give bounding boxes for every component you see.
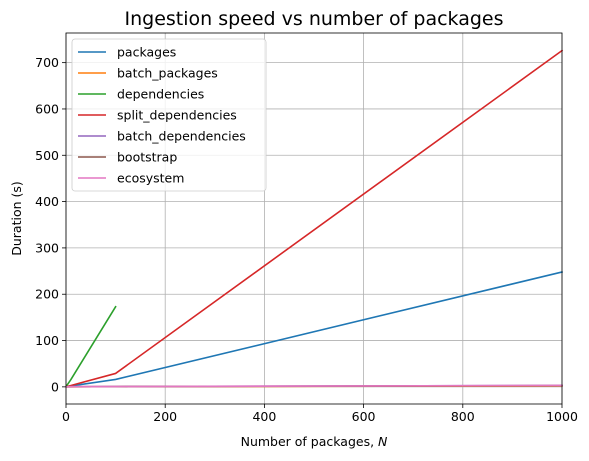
- series-line-packages: [65, 271, 563, 388]
- y-tick-label: 300: [35, 240, 59, 255]
- y-axis-label: Duration (s): [9, 181, 24, 256]
- chart-title: Ingestion speed vs number of packages: [124, 8, 503, 30]
- legend-label-bootstrap: bootstrap: [117, 150, 177, 165]
- x-axis-label-variable: N: [378, 434, 388, 449]
- series-line-dependencies: [65, 305, 117, 388]
- plot-frame: [65, 32, 563, 405]
- legend-label-batch-dependencies: batch_dependencies: [117, 129, 246, 144]
- legend-label-batch-packages: batch_packages: [117, 66, 218, 81]
- x-tick-label: 800: [451, 409, 475, 424]
- legend: packages batch_packages dependencies split_…: [71, 38, 267, 192]
- y-tick-label: 700: [35, 55, 59, 70]
- y-tick-label: 0: [51, 379, 59, 394]
- x-tick-label: 600: [352, 409, 376, 424]
- x-tick-label: 200: [153, 409, 177, 424]
- series-line-ecosystem: [65, 384, 563, 388]
- y-tick-label: 100: [35, 333, 59, 348]
- legend-label-packages: packages: [117, 45, 176, 60]
- legend-label-split-dependencies: split_dependencies: [117, 108, 237, 123]
- series-layer: [65, 49, 564, 388]
- legend-items: packages batch_packages dependencies split_…: [78, 45, 246, 186]
- legend-box: [71, 38, 267, 192]
- legend-label-dependencies: dependencies: [117, 87, 204, 102]
- x-tick-label: 0: [62, 409, 70, 424]
- x-tick-label: 400: [252, 409, 276, 424]
- x-tick-label: 1000: [546, 409, 578, 424]
- y-tick-label: 600: [35, 101, 59, 116]
- x-axis-label: Number of packages, N: [241, 434, 388, 449]
- legend-label-ecosystem: ecosystem: [117, 171, 184, 186]
- y-tick-label: 200: [35, 287, 59, 302]
- axis-ticks: 0 200 400 600 800 1000 0 100 200 300 400 500 600 700: [35, 55, 578, 424]
- y-tick-label: 500: [35, 148, 59, 163]
- x-axis-label-text: Number of packages,: [241, 434, 378, 449]
- y-tick-label: 400: [35, 194, 59, 209]
